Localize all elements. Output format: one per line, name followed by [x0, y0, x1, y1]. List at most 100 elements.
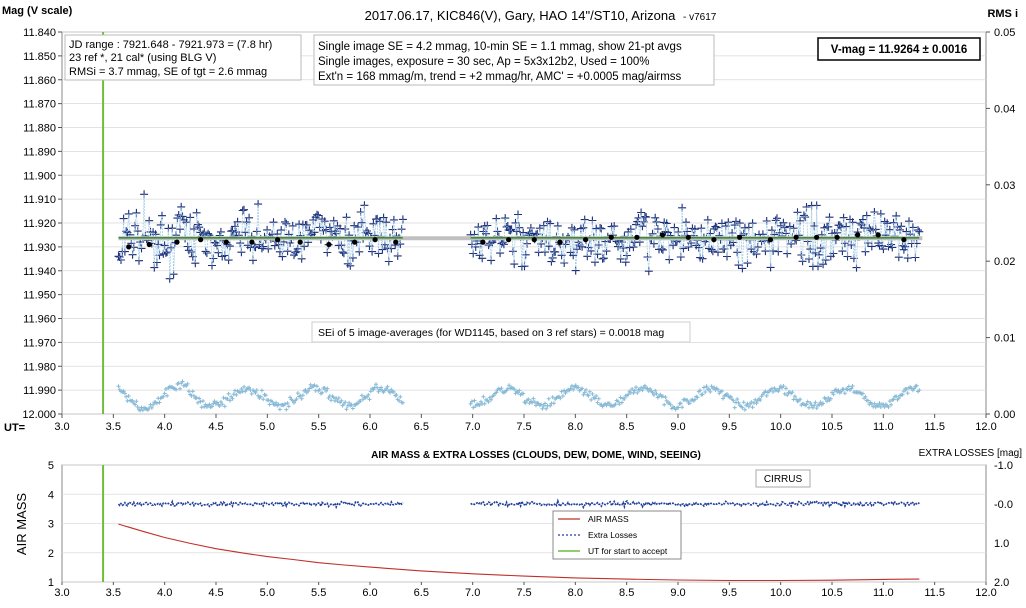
rms-point	[299, 396, 304, 401]
rms-point	[651, 392, 656, 397]
rms-point	[721, 396, 726, 401]
avg-point	[393, 239, 399, 245]
x-tick-label: 11.0	[873, 421, 894, 433]
rms-point	[758, 398, 763, 402]
single-image-point	[156, 220, 165, 229]
rms-point	[258, 394, 263, 399]
airmass-chart-title: AIR MASS & EXTRA LOSSES (CLOUDS, DEW, DO…	[371, 450, 701, 461]
single-image-point	[730, 221, 739, 230]
rms-point	[242, 384, 246, 389]
y-tick-label: 11.930	[23, 242, 56, 254]
rms-point	[635, 390, 640, 395]
rms-point	[634, 385, 638, 390]
rms-point	[468, 401, 473, 406]
rms-point	[640, 388, 645, 393]
single-image-point	[658, 245, 667, 254]
rms-point	[478, 399, 483, 404]
y-tick-label: 11.870	[23, 99, 56, 111]
rms-point	[753, 397, 758, 402]
rms-point	[891, 397, 896, 402]
rms-point	[901, 389, 906, 394]
rms-point	[329, 398, 334, 403]
x-tick-label: 7.0	[465, 587, 480, 599]
rms-point	[630, 387, 635, 391]
rms-point	[477, 403, 482, 408]
single-image-point	[233, 217, 242, 226]
rms-point	[274, 400, 278, 405]
rms-point	[303, 388, 308, 392]
rms-point	[562, 388, 567, 393]
rms-point	[582, 390, 587, 395]
rms-point	[828, 396, 833, 401]
rms-point	[523, 400, 528, 405]
extra-loss-tick-label: 2.0	[994, 577, 1009, 589]
avg-point	[275, 237, 281, 243]
rms-point	[231, 392, 236, 397]
rms-point	[163, 387, 168, 391]
rms-point	[616, 399, 620, 404]
avg-point	[634, 234, 640, 240]
avg-point	[793, 234, 799, 240]
avg-point	[814, 234, 820, 240]
rms-point	[270, 399, 275, 404]
rms-point	[607, 401, 612, 406]
rms-point	[736, 400, 741, 405]
rms-point	[174, 387, 179, 392]
rms-point	[359, 393, 364, 398]
rms-point	[541, 404, 546, 408]
rms-point	[568, 386, 573, 391]
rms-point	[494, 390, 499, 395]
rms-point	[366, 392, 371, 397]
rms-point	[190, 389, 195, 394]
y-tick-label: 11.850	[23, 51, 56, 63]
rms-point	[594, 393, 599, 398]
rms-point	[149, 405, 154, 410]
rms-point	[249, 391, 254, 396]
rms-point	[831, 392, 836, 397]
rms-point	[900, 392, 905, 397]
rms-point	[544, 406, 549, 411]
rms-point	[798, 397, 803, 402]
sei-note-text: SEi of 5 image-averages (for WD1145, bas…	[318, 327, 664, 339]
single-image-point	[711, 222, 720, 231]
single-image-point	[816, 244, 825, 253]
avg-point	[767, 237, 774, 243]
rms-point	[157, 400, 162, 405]
airmass-tick-label: 1	[48, 577, 54, 589]
info-line: RMSi = 3.7 mmag, SE of tgt = 2.6 mmag	[69, 66, 267, 78]
rms-point	[151, 402, 156, 407]
rms-point	[882, 405, 887, 409]
rms-point	[376, 389, 381, 394]
avg-point	[249, 239, 255, 245]
info-line: Ext'n = 168 mmag/m, trend = +2 mmag/hr, …	[318, 71, 682, 83]
single-image-point	[208, 261, 216, 270]
rms-point	[654, 391, 659, 396]
sei-note: SEi of 5 image-averages (for WD1145, bas…	[311, 321, 691, 343]
rms-point	[631, 391, 636, 395]
rms-point	[872, 401, 877, 406]
y-axis-label: Mag (V scale)	[2, 5, 73, 17]
rms-point	[839, 389, 844, 394]
avg-point	[855, 232, 861, 238]
rms-point	[121, 389, 126, 394]
rms-point	[292, 400, 296, 405]
x-tick-label: 7.5	[516, 587, 531, 599]
rms-point	[866, 398, 870, 403]
rms-point	[680, 405, 685, 410]
rms-point	[534, 403, 538, 408]
rms-point	[256, 393, 261, 398]
single-image-point	[506, 226, 515, 235]
rms-point	[320, 390, 325, 395]
rms-point	[618, 395, 623, 400]
rms-point	[259, 388, 264, 393]
avg-point	[223, 239, 229, 245]
rms-point	[481, 394, 486, 399]
rms-point	[660, 394, 665, 399]
rms-point	[668, 402, 673, 407]
rms-point	[886, 405, 891, 409]
rms-point	[312, 383, 317, 388]
rms-point	[388, 390, 392, 395]
rms-point	[226, 391, 231, 396]
single-image-point	[694, 243, 703, 252]
